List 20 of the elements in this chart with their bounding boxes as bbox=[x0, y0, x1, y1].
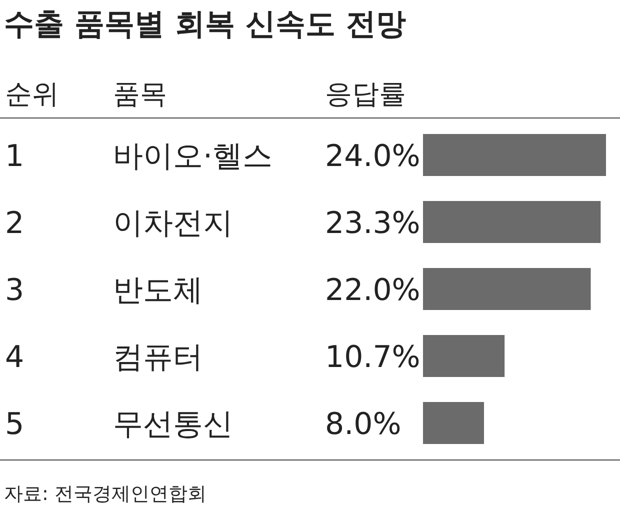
text: 5 bbox=[5, 407, 24, 442]
data-label: 23.3% bbox=[325, 206, 420, 241]
y-tick-label: 반도체 bbox=[113, 273, 203, 308]
y-tick-label: 바이오·헬스 bbox=[113, 139, 273, 174]
text: 2 bbox=[5, 206, 24, 241]
data-label: 22.0% bbox=[325, 273, 420, 308]
y-tick-label: 이차전지 bbox=[113, 206, 233, 241]
text: 순위 bbox=[5, 79, 59, 110]
y-tick-label: 무선통신 bbox=[113, 407, 233, 442]
data-label: 8.0% bbox=[325, 407, 402, 442]
y-tick-label: 컴퓨터 bbox=[113, 340, 203, 375]
text: 자료: 전국경제인연합회 bbox=[4, 483, 206, 505]
text: 3 bbox=[5, 273, 24, 308]
data-label: 24.0% bbox=[325, 139, 420, 174]
title: 수출 품목별 회복 신속도 전망 bbox=[4, 7, 406, 42]
text: 품목 bbox=[113, 79, 167, 110]
text: 1 bbox=[5, 139, 24, 174]
text: 4 bbox=[5, 340, 24, 375]
text: 응답률 bbox=[325, 79, 406, 110]
data-label: 10.7% bbox=[325, 340, 420, 375]
